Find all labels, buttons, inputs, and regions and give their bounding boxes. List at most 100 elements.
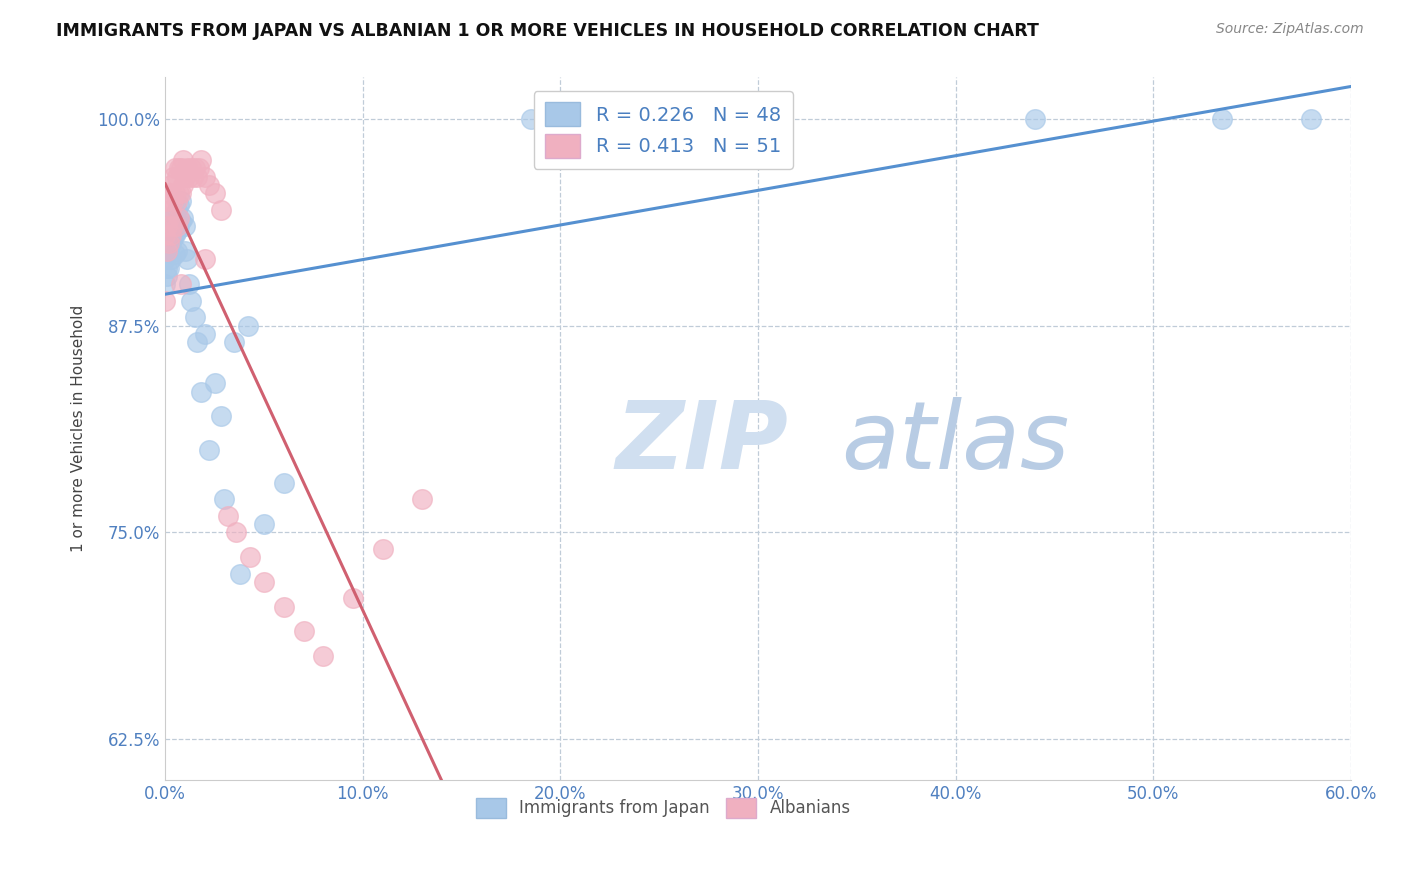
Point xyxy=(166,224,188,238)
Point xyxy=(180,161,202,176)
Point xyxy=(170,161,193,176)
Point xyxy=(184,161,207,176)
Point xyxy=(177,277,200,292)
Point xyxy=(162,211,184,225)
Point xyxy=(177,169,200,184)
Point xyxy=(180,293,202,308)
Point xyxy=(170,186,193,201)
Point xyxy=(312,649,335,664)
Point xyxy=(156,219,179,234)
Text: ZIP: ZIP xyxy=(616,397,789,489)
Point xyxy=(217,508,239,523)
Point xyxy=(194,169,217,184)
Point xyxy=(170,277,193,292)
Point xyxy=(194,326,217,341)
Point xyxy=(156,244,179,258)
Point xyxy=(157,235,180,250)
Point xyxy=(225,525,247,540)
Point xyxy=(253,574,276,589)
Point xyxy=(160,252,183,267)
Point xyxy=(174,169,197,184)
Point xyxy=(166,202,188,217)
Point xyxy=(170,214,193,228)
Point xyxy=(174,219,197,234)
Point xyxy=(167,186,190,201)
Point xyxy=(155,252,177,267)
Point xyxy=(190,384,212,399)
Point xyxy=(166,194,188,209)
Point xyxy=(167,198,190,212)
Point xyxy=(162,219,184,234)
Point xyxy=(253,516,276,531)
Point xyxy=(165,161,187,176)
Point xyxy=(1301,112,1323,126)
Point xyxy=(167,211,190,225)
Point xyxy=(166,169,188,184)
Point xyxy=(187,161,209,176)
Point xyxy=(411,492,433,507)
Point xyxy=(157,227,180,242)
Point xyxy=(204,186,226,201)
Point xyxy=(239,549,262,564)
Point xyxy=(214,492,236,507)
Point xyxy=(519,112,541,126)
Point xyxy=(156,260,179,275)
Point xyxy=(165,247,187,261)
Text: IMMIGRANTS FROM JAPAN VS ALBANIAN 1 OR MORE VEHICLES IN HOUSEHOLD CORRELATION CH: IMMIGRANTS FROM JAPAN VS ALBANIAN 1 OR M… xyxy=(56,22,1039,40)
Legend: Immigrants from Japan, Albanians: Immigrants from Japan, Albanians xyxy=(470,791,858,825)
Point xyxy=(157,186,180,201)
Point xyxy=(162,194,184,209)
Point xyxy=(165,227,187,242)
Point xyxy=(155,293,177,308)
Point xyxy=(162,231,184,245)
Point xyxy=(204,376,226,391)
Point xyxy=(167,161,190,176)
Point xyxy=(579,112,602,126)
Point xyxy=(156,268,179,283)
Point xyxy=(157,244,180,258)
Point xyxy=(238,318,260,333)
Point xyxy=(172,211,194,225)
Point xyxy=(156,244,179,258)
Point xyxy=(273,599,295,614)
Point xyxy=(194,252,217,267)
Point xyxy=(155,277,177,292)
Point xyxy=(292,624,315,639)
Y-axis label: 1 or more Vehicles in Household: 1 or more Vehicles in Household xyxy=(72,305,86,552)
Point xyxy=(209,202,232,217)
Point xyxy=(229,566,252,581)
Point xyxy=(371,541,394,556)
Point xyxy=(186,334,208,349)
Point xyxy=(160,235,183,250)
Point xyxy=(174,244,197,258)
Point xyxy=(155,227,177,242)
Point xyxy=(172,178,194,192)
Point xyxy=(165,208,187,222)
Point xyxy=(160,202,183,217)
Point xyxy=(176,161,198,176)
Point xyxy=(160,227,183,242)
Point xyxy=(167,219,190,234)
Point xyxy=(156,194,179,209)
Point xyxy=(186,169,208,184)
Point xyxy=(181,169,204,184)
Point xyxy=(176,252,198,267)
Point xyxy=(160,219,183,234)
Point xyxy=(166,219,188,234)
Point xyxy=(224,334,246,349)
Point xyxy=(162,169,184,184)
Point xyxy=(170,194,193,209)
Point xyxy=(157,260,180,275)
Point xyxy=(184,310,207,325)
Point xyxy=(172,153,194,168)
Text: atlas: atlas xyxy=(841,398,1069,489)
Point xyxy=(648,120,671,134)
Point xyxy=(197,442,219,457)
Point xyxy=(166,244,188,258)
Point xyxy=(190,153,212,168)
Point xyxy=(209,409,232,424)
Point xyxy=(1211,112,1233,126)
Text: Source: ZipAtlas.com: Source: ZipAtlas.com xyxy=(1216,22,1364,37)
Point xyxy=(1024,112,1046,126)
Point xyxy=(273,475,295,490)
